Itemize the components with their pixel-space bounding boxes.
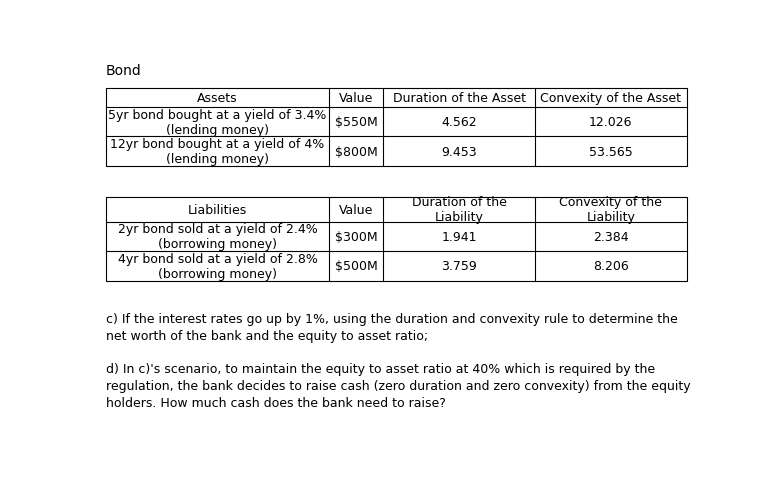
Text: 4yr bond sold at a yield of 2.8%
(borrowing money): 4yr bond sold at a yield of 2.8% (borrow… — [117, 252, 318, 280]
Text: c) If the interest rates go up by 1%, using the duration and convexity rule to d: c) If the interest rates go up by 1%, us… — [106, 312, 677, 343]
Bar — [106, 198, 686, 281]
Text: 9.453: 9.453 — [441, 145, 477, 158]
Text: Duration of the
Liability: Duration of the Liability — [412, 196, 506, 224]
Text: Bond: Bond — [106, 63, 141, 78]
Text: Liabilities: Liabilities — [188, 204, 247, 216]
Text: Convexity of the Asset: Convexity of the Asset — [540, 92, 681, 105]
Text: 2.384: 2.384 — [593, 230, 628, 243]
Text: d) In c)'s scenario, to maintain the equity to asset ratio at 40% which is requi: d) In c)'s scenario, to maintain the equ… — [106, 362, 690, 409]
Text: $800M: $800M — [335, 145, 378, 158]
Text: $500M: $500M — [335, 260, 378, 273]
Text: Assets: Assets — [197, 92, 238, 105]
Text: Value: Value — [339, 204, 373, 216]
Text: Convexity of the
Liability: Convexity of the Liability — [560, 196, 662, 224]
Text: Value: Value — [339, 92, 373, 105]
Text: 3.759: 3.759 — [441, 260, 477, 273]
Text: $300M: $300M — [335, 230, 378, 243]
Text: 2yr bond sold at a yield of 2.4%
(borrowing money): 2yr bond sold at a yield of 2.4% (borrow… — [117, 223, 318, 251]
Text: 4.562: 4.562 — [441, 116, 477, 129]
Text: Duration of the Asset: Duration of the Asset — [393, 92, 526, 105]
Bar — [106, 89, 686, 167]
Text: 1.941: 1.941 — [441, 230, 477, 243]
Text: 8.206: 8.206 — [593, 260, 628, 273]
Text: $550M: $550M — [335, 116, 378, 129]
Text: 12yr bond bought at a yield of 4%
(lending money): 12yr bond bought at a yield of 4% (lendi… — [111, 138, 325, 166]
Text: 12.026: 12.026 — [589, 116, 632, 129]
Text: 5yr bond bought at a yield of 3.4%
(lending money): 5yr bond bought at a yield of 3.4% (lend… — [108, 108, 327, 136]
Text: 53.565: 53.565 — [589, 145, 633, 158]
